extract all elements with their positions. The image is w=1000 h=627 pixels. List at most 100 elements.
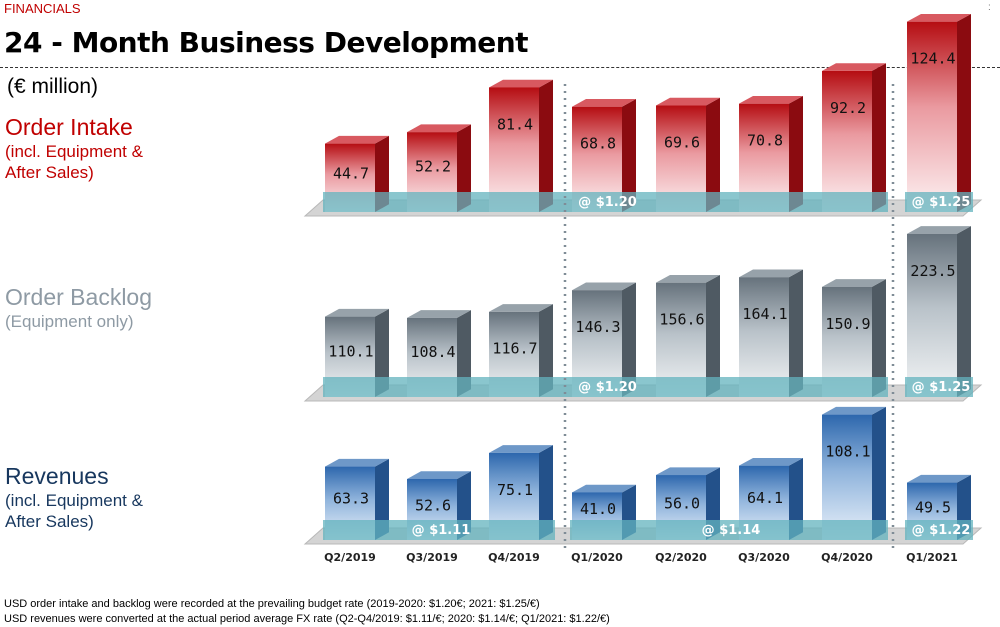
bar-top (325, 458, 389, 467)
bar-top (739, 95, 803, 104)
bar-side (622, 99, 636, 212)
bar-top (572, 282, 636, 291)
bar-top (572, 484, 636, 493)
x-tick-label: Q4/2019 (488, 551, 540, 564)
bar-side (539, 304, 553, 397)
footnote-1: USD order intake and backlog were record… (4, 598, 540, 610)
bar-top (907, 474, 971, 483)
fx-label: @ $1.20 (578, 380, 637, 395)
unit-label: (€ million) (7, 75, 99, 98)
value-label: 49.5 (915, 499, 951, 517)
value-label: 70.8 (747, 132, 783, 150)
bar-side (539, 445, 553, 540)
bar-top (822, 279, 886, 287)
bar-top (489, 304, 553, 312)
bar-top (907, 13, 971, 22)
fx-label: @ $1.14 (702, 523, 761, 538)
revenues-title: Revenues (5, 463, 109, 489)
value-label: 146.3 (575, 318, 620, 336)
order-intake-sub1: (incl. Equipment & (5, 142, 143, 161)
bar-top (325, 308, 389, 317)
order-backlog-label: Order Backlog (Equipment only) (5, 284, 152, 332)
value-label: 150.9 (825, 315, 870, 333)
bar (822, 70, 872, 213)
bar-top (656, 97, 720, 106)
bar-top (822, 63, 886, 71)
bar-top (325, 135, 389, 144)
order-intake-title: Order Intake (5, 114, 133, 140)
x-tick-label: Q2/2019 (324, 551, 376, 564)
value-label: 44.7 (333, 164, 369, 182)
fx-label: @ $1.25 (912, 195, 971, 210)
value-label: 164.1 (742, 305, 787, 323)
bar-side (872, 406, 886, 540)
value-label: 92.2 (830, 99, 866, 117)
bar-top (656, 274, 720, 283)
order-intake-label: Order Intake (incl. Equipment & After Sa… (5, 114, 143, 183)
bar-side (539, 79, 553, 213)
bar-side (706, 97, 720, 212)
bar-side (706, 274, 720, 397)
section-label: FINANCIALS (4, 1, 81, 16)
bar-side (375, 458, 389, 540)
footnote-2: USD revenues were converted at the actua… (4, 613, 610, 625)
bar-side (872, 279, 886, 397)
x-tick-label: Q4/2020 (821, 551, 873, 564)
bar-side (457, 124, 471, 212)
value-label: 124.4 (910, 50, 955, 68)
order-backlog-title: Order Backlog (5, 284, 153, 310)
x-tick-label: Q3/2019 (406, 551, 458, 564)
bar-top (407, 471, 471, 479)
bar (907, 233, 957, 397)
x-tick-label: Q2/2020 (655, 551, 707, 564)
fx-band (905, 520, 973, 540)
value-label: 68.8 (580, 135, 616, 153)
bar-side (789, 269, 803, 397)
fx-band (570, 520, 888, 540)
title-divider (0, 67, 1000, 68)
bar-side (957, 13, 971, 212)
value-label: 63.3 (333, 489, 369, 507)
revenues-sub2: After Sales) (5, 512, 94, 531)
bar-top (822, 406, 886, 415)
value-label: 116.7 (492, 340, 537, 358)
bar-top (739, 269, 803, 278)
bar (822, 414, 872, 540)
bar-top (407, 310, 471, 318)
value-label: 156.6 (659, 311, 704, 329)
value-label: 41.0 (580, 500, 616, 518)
fx-band (323, 192, 888, 212)
value-label: 69.6 (664, 134, 700, 152)
value-label: 56.0 (664, 494, 700, 512)
revenues-label: Revenues (incl. Equipment & After Sales) (5, 463, 143, 532)
bar-side (375, 308, 389, 397)
revenues-sub1: (incl. Equipment & (5, 491, 143, 510)
page-title: 24 - Month Business Development (4, 26, 529, 59)
bar (489, 87, 539, 212)
bar (907, 21, 957, 212)
bar-side (457, 310, 471, 397)
fx-label: @ $1.20 (578, 195, 637, 210)
value-label: 223.5 (910, 262, 955, 280)
fx-band (905, 192, 973, 212)
x-tick-label: Q1/2020 (571, 551, 623, 564)
bar-top (572, 99, 636, 107)
bar-top (739, 457, 803, 466)
value-label: 52.2 (415, 158, 451, 176)
fx-label: @ $1.11 (412, 523, 471, 538)
bar-top (407, 124, 471, 133)
x-tick-label: Q1/2021 (906, 551, 958, 564)
value-label: 108.4 (410, 343, 455, 361)
bar-side (957, 226, 971, 397)
bar-top (489, 79, 553, 88)
bar-top (489, 445, 553, 453)
value-label: 110.1 (328, 342, 373, 360)
value-label: 52.6 (415, 497, 451, 515)
bar-top (907, 226, 971, 234)
bar-side (622, 282, 636, 397)
value-label: 75.1 (497, 481, 533, 499)
fx-label: @ $1.25 (912, 380, 971, 395)
bar-top (656, 467, 720, 476)
bar-side (789, 95, 803, 212)
